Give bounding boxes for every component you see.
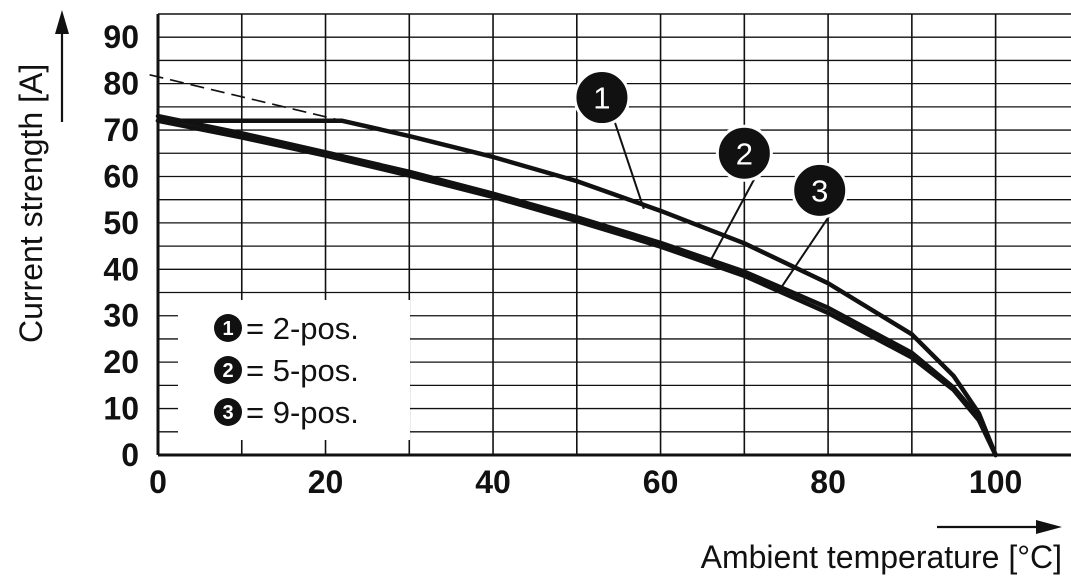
y-tick-label: 10: [103, 391, 139, 427]
y-axis-arrow-head: [55, 10, 69, 34]
x-tick-label: 80: [810, 464, 846, 500]
extrapolation-dashed-line: [149, 74, 343, 122]
x-axis-arrow-head: [1036, 520, 1062, 534]
legend-badge: [214, 314, 242, 342]
x-axis-title: Ambient temperature [°C]: [701, 539, 1062, 575]
y-tick-label: 40: [103, 251, 139, 287]
legend-badge-label: 1: [222, 318, 233, 340]
series-line-3: [155, 118, 998, 458]
callout-badge: [791, 161, 849, 219]
y-tick-label: 50: [103, 205, 139, 241]
y-tick-label: 30: [103, 298, 139, 334]
legend-entry-text: = 2-pos.: [246, 311, 359, 346]
x-tick-label: 60: [643, 464, 679, 500]
callout-label: 2: [736, 136, 753, 171]
callout-badge: [715, 124, 773, 182]
legend-badge-label: 2: [222, 360, 233, 382]
legend-badge: [214, 356, 242, 384]
legend-badge-label: 3: [222, 402, 233, 424]
ticks: 0 10 20 30 40 50 60 70 80 90 0 20 40 60 80 100: [103, 19, 1022, 500]
x-tick-label: 40: [475, 464, 511, 500]
x-tick-label: 0: [149, 464, 167, 500]
axes: Current strength [A] Ambient temperature …: [13, 10, 1071, 575]
series-group: [149, 74, 998, 458]
legend-entry-text: = 5-pos.: [246, 353, 359, 388]
y-axis-title: Current strength [A]: [13, 64, 49, 343]
x-tick-label: 20: [308, 464, 344, 500]
series-line-1: [155, 118, 998, 458]
y-tick-label: 20: [103, 344, 139, 380]
callout-badge: [573, 69, 631, 127]
legend-entry-text: = 9-pos.: [246, 395, 359, 430]
callout-label: 3: [811, 173, 828, 208]
y-tick-label: 0: [121, 437, 139, 473]
callout-leader: [612, 119, 645, 210]
y-tick-label: 60: [103, 158, 139, 194]
legend-badge: [214, 398, 242, 426]
y-tick-label: 90: [103, 19, 139, 55]
legend: 1 = 2-pos. 2 = 5-pos. 3 = 9-pos.: [178, 300, 410, 440]
x-tick-label: 100: [969, 464, 1022, 500]
y-tick-label: 70: [103, 112, 139, 148]
y-tick-label: 80: [103, 66, 139, 102]
callout-label: 1: [593, 81, 610, 116]
callout-leader: [777, 211, 833, 294]
callout-leader: [709, 174, 758, 261]
callouts: 1 2 3: [573, 69, 849, 294]
